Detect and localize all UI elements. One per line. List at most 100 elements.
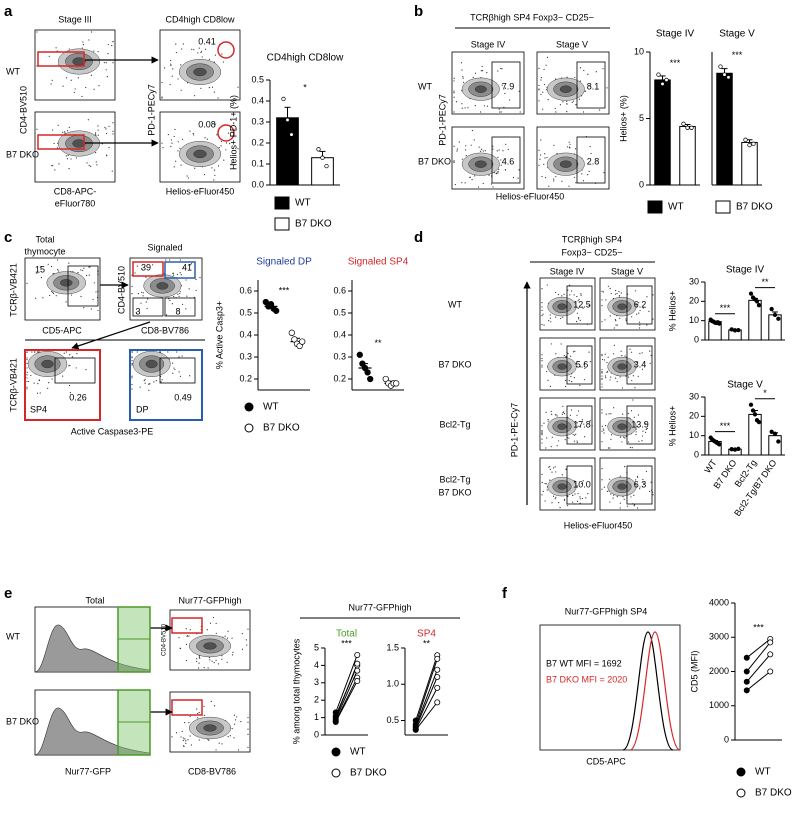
event-dot	[538, 149, 540, 151]
event-dot	[549, 385, 552, 387]
event-dot	[553, 178, 555, 180]
event-dot	[551, 502, 553, 504]
data-point	[273, 307, 280, 314]
event-dot	[579, 384, 581, 386]
gate	[491, 61, 521, 109]
event-dot	[575, 104, 577, 106]
data-point	[769, 306, 774, 312]
pair-line	[746, 654, 771, 683]
event-dot	[573, 440, 576, 442]
event-dot	[641, 440, 643, 442]
panel-label: a	[4, 3, 13, 20]
event-dot	[582, 111, 585, 113]
event-dot	[574, 350, 576, 352]
event-dot	[577, 307, 579, 310]
event-dot	[218, 742, 220, 744]
event-dot	[80, 295, 82, 298]
event-dot	[165, 259, 167, 261]
event-dot	[572, 351, 575, 353]
event-dot	[188, 635, 190, 637]
event-dot	[226, 661, 228, 663]
event-dot	[214, 123, 216, 125]
event-dot	[26, 367, 28, 369]
event-dot	[195, 278, 197, 281]
figure-text: PD-1-PECy7	[437, 94, 447, 146]
event-dot	[167, 133, 170, 136]
event-dot	[639, 309, 641, 312]
event-dot	[68, 126, 70, 128]
pair-line	[415, 658, 438, 725]
significance: ***	[720, 421, 731, 431]
gate	[159, 357, 196, 384]
event-dot	[546, 56, 549, 59]
event-dot	[112, 130, 114, 132]
event-dot	[227, 735, 229, 738]
event-dot	[582, 307, 584, 309]
y-tick-label: 0.3	[239, 351, 252, 361]
gate	[37, 51, 85, 67]
figure-text: Stage V	[611, 266, 643, 276]
event-dot	[578, 298, 580, 301]
event-dot	[198, 47, 200, 49]
event-dot	[108, 125, 110, 127]
event-dot	[203, 714, 205, 716]
y-tick-label: 20	[689, 296, 699, 306]
legend-label: WT	[263, 402, 279, 413]
event-dot	[211, 660, 213, 662]
event-dot	[50, 265, 53, 268]
event-dot	[131, 377, 133, 379]
legend-swatch	[244, 423, 254, 433]
event-dot	[179, 259, 181, 261]
significance: ***	[732, 50, 743, 60]
significance: ***	[753, 622, 764, 632]
event-dot	[504, 87, 507, 89]
gate	[67, 265, 99, 307]
event-dot	[184, 738, 186, 740]
density-contour	[193, 149, 207, 159]
significance: ***	[720, 303, 731, 313]
event-dot	[619, 436, 622, 438]
event-dot	[567, 352, 569, 355]
event-dot	[182, 138, 184, 140]
event-dot	[185, 740, 187, 742]
y-tick-label: 0.4	[239, 329, 252, 339]
event-dot	[198, 739, 200, 741]
data-point	[747, 142, 752, 148]
y-axis-label: CD5 (MFI)	[689, 651, 699, 693]
event-dot	[568, 284, 571, 286]
event-dot	[541, 481, 543, 484]
figure-text: thymocyte	[24, 246, 65, 256]
data-point	[743, 687, 750, 694]
gate	[626, 345, 653, 385]
event-dot	[70, 294, 73, 296]
y-tick-label: 20	[689, 411, 699, 421]
data-point	[754, 299, 760, 304]
event-dot	[174, 368, 176, 371]
event-dot	[85, 368, 87, 371]
event-dot	[567, 289, 569, 291]
event-dot	[614, 318, 617, 321]
data-point	[289, 132, 294, 137]
event-dot	[648, 310, 650, 312]
event-dot	[625, 318, 627, 320]
event-dot	[553, 180, 555, 182]
data-point	[743, 137, 748, 142]
event-dot	[131, 351, 133, 353]
event-dot	[245, 639, 247, 641]
event-dot	[584, 367, 586, 369]
event-dot	[623, 436, 625, 438]
figure-text: 0.49	[174, 392, 192, 402]
event-dot	[231, 162, 233, 164]
event-dot	[216, 134, 218, 136]
event-dot	[638, 327, 641, 329]
event-dot	[549, 314, 551, 316]
event-dot	[607, 447, 610, 449]
event-dot	[161, 97, 163, 99]
pair-line	[746, 638, 771, 659]
event-dot	[501, 68, 503, 70]
event-dot	[480, 111, 482, 113]
event-dot	[580, 294, 582, 296]
event-dot	[197, 667, 200, 669]
figure-text: CD8-APC-	[54, 186, 97, 196]
event-dot	[75, 367, 77, 369]
